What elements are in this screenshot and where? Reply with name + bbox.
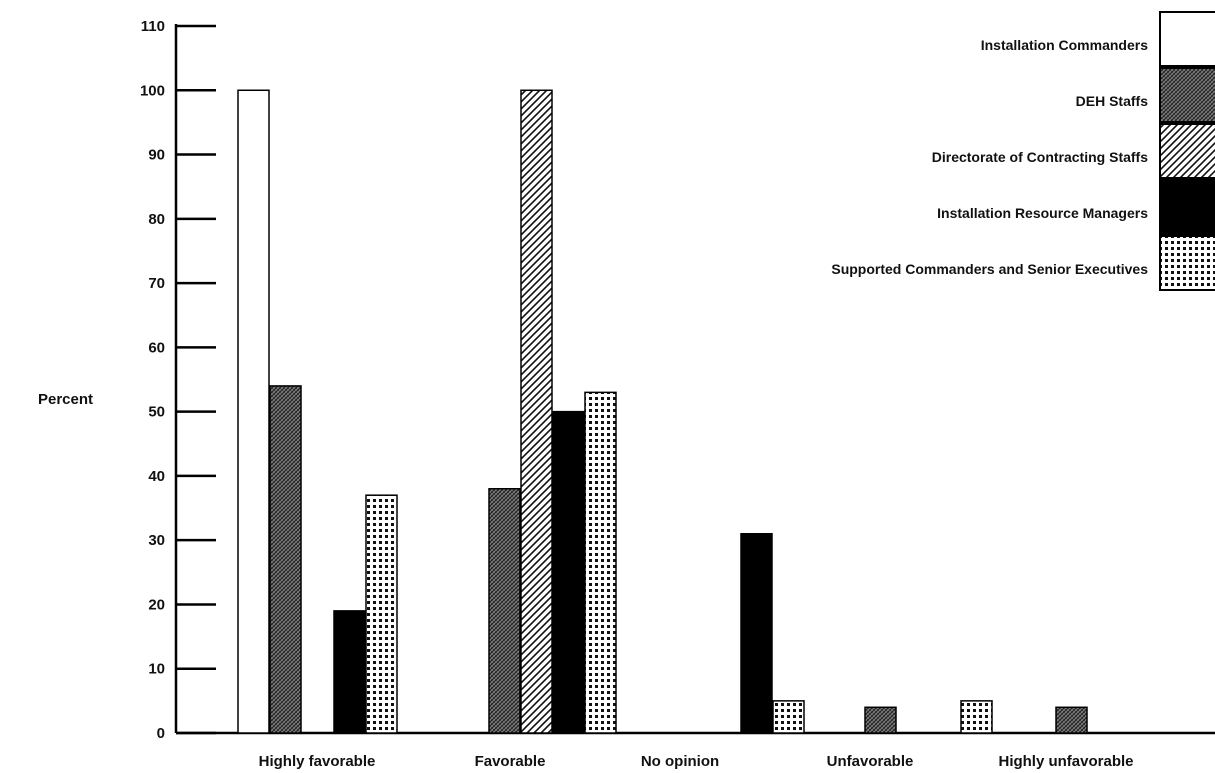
x-category-label: Unfavorable — [827, 753, 914, 770]
legend-label: Directorate of Contracting Staffs — [932, 149, 1148, 165]
legend-swatch — [1159, 11, 1215, 67]
y-axis-title: Percent — [38, 391, 93, 408]
y-tick-label: 40 — [148, 468, 165, 485]
bars-group — [237, 89, 1088, 734]
legend-label: Installation Resource Managers — [937, 205, 1148, 221]
legend-label: DEH Staffs — [1076, 93, 1149, 109]
x-category-label: Highly unfavorable — [998, 753, 1133, 770]
x-category-label: Highly favorable — [259, 753, 376, 770]
y-tick-label: 30 — [148, 532, 165, 549]
legend-swatch — [1159, 179, 1215, 235]
y-tick-label: 60 — [148, 339, 165, 356]
bar-deh-staffs-unfavorable — [864, 706, 897, 734]
bar-deh-staffs-highly-favorable — [269, 385, 302, 734]
y-tick-label: 100 — [140, 82, 165, 99]
y-tick-label: 20 — [148, 596, 165, 613]
bar-supported-commanders-and-senior-executives-favorable — [584, 391, 617, 734]
y-tick-label: 10 — [148, 661, 165, 678]
legend: Installation Commanders DEH Staffs Directo… — [831, 11, 1215, 291]
bar-supported-commanders-and-senior-executives-unfavorable — [960, 700, 993, 734]
legend-swatch — [1159, 123, 1215, 179]
bar-installation-resource-managers-highly-favorable — [333, 610, 366, 734]
bar-supported-commanders-and-senior-executives-highly-favorable — [365, 494, 398, 734]
bar-installation-resource-managers-favorable — [552, 410, 585, 734]
x-category-label: No opinion — [641, 753, 719, 770]
bar-installation-resource-managers-no-opinion — [740, 533, 773, 734]
y-tick-label: 110 — [141, 18, 165, 35]
y-tick-label: 90 — [148, 147, 165, 164]
y-tick-label: 0 — [157, 725, 165, 742]
bar-installation-commanders-highly-favorable — [237, 89, 270, 734]
bar-deh-staffs-highly-unfavorable — [1055, 706, 1088, 734]
y-tick-label: 80 — [148, 211, 165, 228]
bar-directorate-of-contracting-staffs-favorable — [520, 89, 553, 734]
legend-swatch — [1159, 67, 1215, 123]
bar-deh-staffs-favorable — [488, 488, 521, 734]
x-axis-labels: Highly favorable Favorable No opinion Unfav… — [259, 753, 1134, 770]
bar-supported-commanders-and-senior-executives-no-opinion — [772, 700, 805, 734]
legend-label: Installation Commanders — [981, 37, 1148, 53]
legend-swatch — [1159, 235, 1215, 291]
y-tick-label: 50 — [148, 404, 165, 421]
x-category-label: Favorable — [475, 753, 546, 770]
legend-label: Supported Commanders and Senior Executiv… — [831, 261, 1148, 277]
y-tick-label: 70 — [148, 275, 165, 292]
